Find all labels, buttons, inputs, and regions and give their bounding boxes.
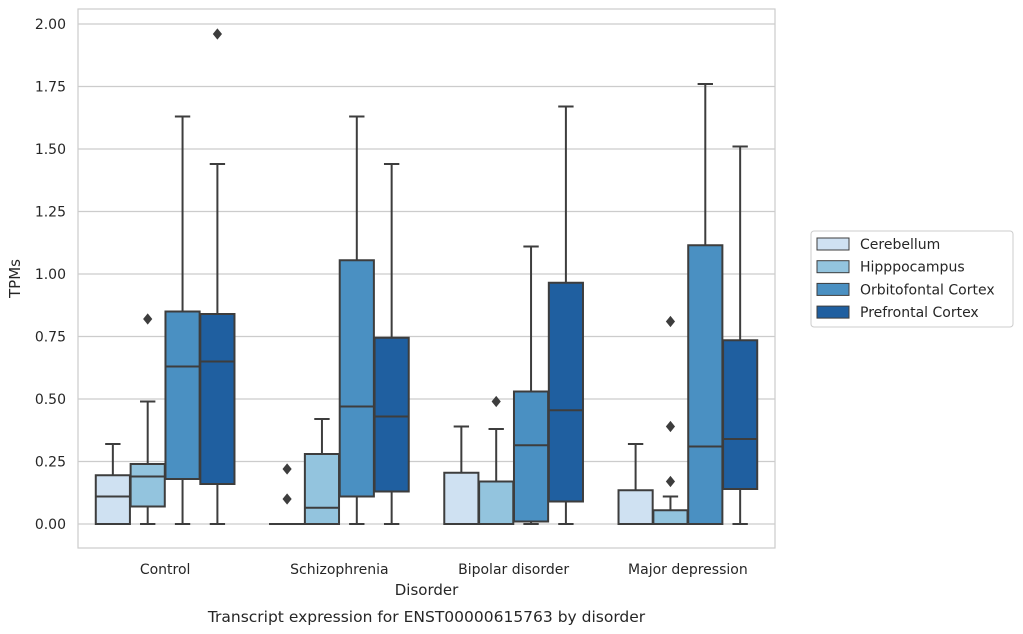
legend-label: Hipppocampus [860,260,965,276]
x-tick-label: Schizophrenia [290,562,388,578]
box-body [129,463,166,508]
y-tick-label: 1.25 [35,205,66,221]
legend: Cerebellum Hipppocampus Orbitofontal Corte… [810,230,1014,328]
outlier-point [491,395,501,408]
box-prefrontal-cortex [547,105,584,525]
box-orbitofontal-cortex [687,83,724,525]
box-cerebellum [617,443,654,525]
outlier-point [665,475,676,488]
y-tick-labels: 0.00 0.25 0.50 0.75 1.00 1.25 1.50 1.75 2.00 [35,17,66,533]
outlier-point [143,313,153,325]
box-body [94,474,131,525]
plot-frame [77,8,776,549]
x-tick-labels: Control Schizophrenia Bipolar disorder Majo… [140,562,748,578]
y-tick-label: 0.00 [35,517,66,533]
x-tick-label: Bipolar disorder [458,562,569,578]
y-tick-label: 0.75 [35,330,66,346]
box-prefrontal-cortex [373,163,410,525]
box-body [722,339,759,490]
y-tick-label: 1.50 [35,142,66,158]
legend-label: Orbitofontal Cortex [860,282,995,298]
y-tick-label: 0.25 [35,455,66,471]
box-body [478,480,515,525]
y-tick-label: 0.50 [35,392,66,408]
box-prefrontal-cortex [722,145,759,525]
legend-swatch [816,260,850,274]
box-plots [94,28,759,526]
box-body [443,471,480,525]
box-hipppocampus [652,315,689,525]
x-axis-title: Disorder [395,581,459,599]
y-tick-label: 1.75 [35,80,66,96]
box-body [687,244,724,525]
box-hipppocampus [478,395,515,525]
outlier-point [282,493,292,505]
outlier-point [282,463,292,475]
box-body [373,336,410,493]
legend-label: Cerebellum [860,237,940,253]
box-body [164,310,201,480]
legend-label: Prefrontal Cortex [860,305,979,321]
legend-swatch [816,237,850,251]
box-body [617,489,654,525]
outlier-point [212,28,222,40]
y-axis-title: TPMs [6,259,24,299]
outlier-point [665,420,676,433]
legend-swatch [816,282,850,296]
outlier-point [665,315,676,328]
box-body [303,453,341,525]
box-cerebellum [94,443,131,525]
chart-caption: Transcript expression for ENST0000061576… [207,608,646,626]
box-hipppocampus [129,313,166,525]
box-body [652,509,689,525]
box-body [547,281,584,503]
box-cerebellum [443,425,480,525]
y-tick-label: 2.00 [35,17,66,33]
legend-swatch [816,305,850,319]
box-body [512,390,550,523]
box-body [338,259,375,498]
x-tick-label: Major depression [628,562,748,578]
y-tick-label: 1.00 [35,267,66,283]
box-body [199,313,236,485]
x-tick-label: Control [140,562,191,578]
legend-frame [810,230,1014,328]
box-prefrontal-cortex [199,28,236,525]
